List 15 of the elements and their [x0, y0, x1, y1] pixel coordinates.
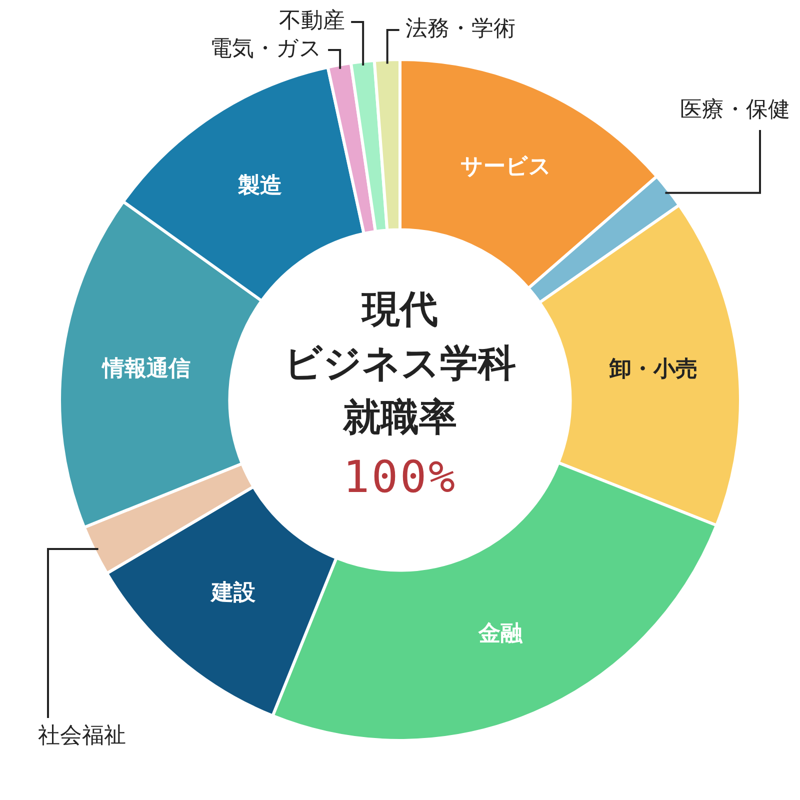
slice-label: 社会福祉	[38, 724, 126, 749]
slice-label: 情報通信	[100, 356, 190, 382]
slice-label: サービス	[460, 154, 552, 180]
text: ビジネス学科	[283, 340, 517, 387]
slice-label: 卸・小売	[608, 357, 698, 382]
slice-label: 医療・保健	[680, 98, 790, 123]
text: 就職率	[342, 394, 458, 441]
slice-label: 法務・学術	[405, 16, 516, 42]
slice-label: 金融	[478, 621, 524, 646]
slice-label: 不動産	[279, 8, 346, 34]
slice-label: 建設	[210, 580, 257, 606]
slice-label: 製造	[236, 173, 282, 198]
slice-label: 電気・ガス	[210, 36, 322, 62]
text: 現代	[360, 286, 439, 333]
text: 100%	[342, 452, 458, 503]
